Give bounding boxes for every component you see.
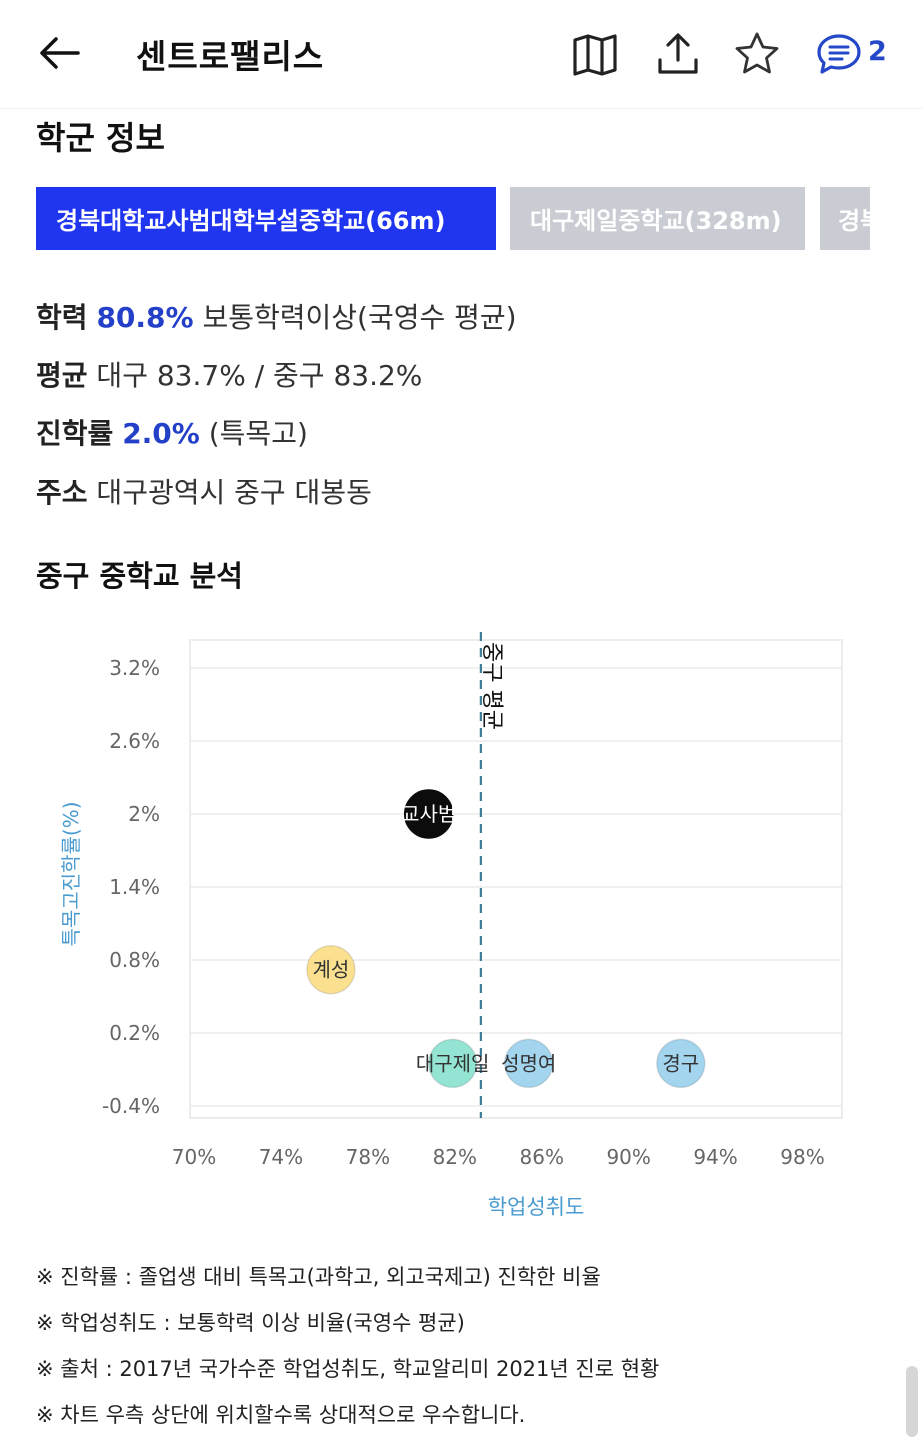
y-tick-label: 2% — [128, 802, 160, 826]
tab-school-3[interactable]: 경북 — [820, 187, 870, 250]
x-tick-label: 98% — [780, 1145, 824, 1169]
y-tick-label: 0.8% — [109, 948, 160, 972]
map-icon[interactable] — [571, 30, 619, 78]
tab-school-2[interactable]: 대구제일중학교(328m) — [510, 187, 805, 250]
data-point-경구 — [656, 1038, 706, 1089]
x-axis-label: 학업성취도 — [488, 1195, 585, 1219]
share-icon[interactable] — [654, 30, 702, 78]
data-label-대구제일: 대구제일 — [416, 1051, 490, 1075]
y-tick-label: 2.6% — [109, 729, 160, 753]
analysis-title: 중구 중학교 분석 — [36, 559, 243, 593]
scrollbar[interactable] — [906, 1366, 918, 1437]
info-address: 주소 대구광역시 중구 대봉동 — [36, 476, 372, 509]
back-arrow-icon[interactable] — [34, 30, 84, 76]
top-bar: 센트로팰리스 2 — [0, 0, 923, 109]
data-label-계성: 계성 — [313, 958, 350, 982]
star-icon[interactable] — [733, 30, 781, 78]
comment-count: 2 — [868, 36, 887, 67]
note-3: ※ 출처 : 2017년 국가수준 학업성취도, 학교알리미 2021년 진로 … — [36, 1357, 660, 1381]
tab-school-1[interactable]: 경북대학교사범대학부설중학교(66m) — [36, 187, 496, 250]
y-axis-label: 특목고진학률(%) — [59, 801, 83, 946]
x-tick-label: 86% — [520, 1145, 564, 1169]
y-tick-label: -0.4% — [102, 1094, 160, 1118]
data-point-교사범 — [403, 789, 454, 839]
school-info-title: 학군 정보 — [36, 119, 165, 157]
info-achievement: 학력 80.8% 보통학력이상(국영수 평균) — [36, 301, 517, 334]
note-2: ※ 학업성취도 : 보통학력 이상 비율(국영수 평균) — [36, 1311, 465, 1335]
x-tick-label: 70% — [172, 1145, 216, 1169]
data-label-성명여: 성명여 — [501, 1051, 556, 1075]
data-point-성명여 — [503, 1038, 554, 1089]
info-advancement: 진학률 2.0% (특목고) — [36, 417, 308, 450]
x-tick-label: 90% — [606, 1145, 650, 1169]
x-tick-label: 82% — [433, 1145, 477, 1169]
y-tick-label: 0.2% — [109, 1021, 160, 1045]
x-tick-label: 94% — [693, 1145, 737, 1169]
data-point-대구제일 — [427, 1038, 478, 1089]
data-point-계성 — [306, 944, 356, 995]
scatter-chart: 3.2% 2.6% 2% 1.4% 0.8% 0.2% -0.4% 70% 74% 78% 82% 8… — [59, 632, 843, 1219]
data-label-교사범: 교사범 — [401, 802, 456, 826]
note-4: ※ 차트 우측 상단에 위치할수록 상대적으로 우수합니다. — [36, 1403, 526, 1427]
x-tick-label: 74% — [259, 1145, 303, 1169]
info-average: 평균 대구 83.7% / 중구 83.2% — [36, 359, 423, 392]
plot-frame — [189, 639, 843, 1119]
data-label-경구: 경구 — [662, 1051, 699, 1075]
comment-icon[interactable] — [815, 30, 863, 78]
y-tick-label: 1.4% — [109, 875, 160, 899]
note-1: ※ 진학률 : 졸업생 대비 특목고(과학고, 외고국제고) 진학한 비율 — [36, 1265, 601, 1289]
y-tick-label: 3.2% — [109, 656, 160, 680]
page-title: 센트로팰리스 — [136, 37, 325, 76]
average-reference-label: 중구 평균 — [479, 642, 504, 730]
x-tick-label: 78% — [346, 1145, 390, 1169]
